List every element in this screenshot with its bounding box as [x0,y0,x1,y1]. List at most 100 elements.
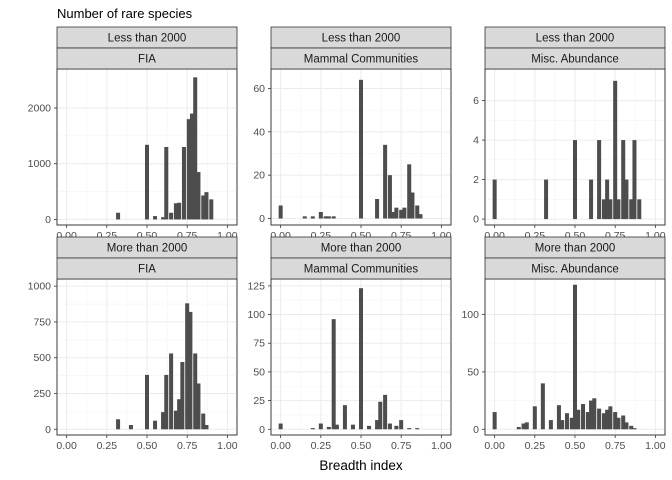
histogram-bar [177,399,182,430]
histogram-bar [196,383,201,430]
histogram-bar [415,428,420,430]
histogram-bar [387,423,392,430]
histogram-bar [621,140,626,220]
histogram-bar [201,195,206,220]
y-tick-label: 0 [473,214,479,226]
histogram-bar [326,426,331,430]
facet-strip-row-label: Less than 2000 [108,33,187,45]
facet-strip-col-label: Mammal Communities [304,54,419,66]
facet-panel: More than 2000 Mammal Communities 0 25 50 75 1… [247,236,452,452]
x-tick-label: 0.50 [565,440,586,452]
facet-strip-row-label: More than 2000 [321,243,402,255]
facet-strip-col [270,257,452,280]
y-tick-label: 2000 [28,103,52,115]
histogram-bar [144,144,150,220]
histogram-bar [358,79,364,219]
histogram-bar [153,420,158,430]
histogram-bar [608,199,613,220]
x-tick-label: 0.75 [177,440,198,452]
facet-strip-col-label: Misc. Abundance [531,264,619,276]
histogram-bar [548,420,553,430]
histogram-bar [116,212,121,220]
facet-strip-row-label: More than 2000 [107,243,188,255]
histogram-bar [605,179,610,220]
y-tick-label: 100 [247,309,265,321]
facet-strip-col-label: Misc. Abundance [531,54,619,66]
y-tick-label: 50 [467,366,479,378]
histogram-bar [177,202,182,220]
histogram-bar [378,401,383,430]
histogram-bar [169,212,174,220]
histogram-bar [278,205,283,219]
y-tick-label: 100 [461,309,479,321]
x-tick-label: 1.00 [431,440,452,452]
histogram-bar [407,164,412,219]
y-tick-label: 1000 [28,281,52,293]
histogram-bar [629,425,634,430]
histogram-bar [532,406,537,430]
histogram-bar [185,303,190,430]
histogram-bar [128,424,133,430]
x-axis-title: Breadth index [319,458,403,473]
y-tick-label: 75 [253,338,265,350]
histogram-bar [193,77,198,220]
histogram-bar [605,409,610,430]
histogram-bar [383,394,388,430]
histogram-bar [188,311,193,430]
histogram-bar [144,374,150,430]
histogram-bar [387,175,392,219]
histogram-bar [572,284,578,430]
histogram-bar [193,353,198,430]
histogram-bar [613,80,618,220]
histogram-bar [516,426,521,430]
y-tick-label: 0 [45,424,51,436]
histogram-bar [310,216,315,219]
histogram-bar [204,192,209,220]
x-tick-label: 0.00 [56,440,77,452]
facet-strip-col [484,47,666,70]
facet-strip-col-label: Mammal Communities [304,264,419,276]
histogram-bar [116,419,121,430]
histogram-bar [492,179,497,220]
histogram-bar [629,199,634,220]
y-tick-label: 0 [45,214,51,226]
facet-strip-col-label: FIA [138,54,156,66]
histogram-bar [173,203,178,220]
y-tick-label: 4 [473,135,479,147]
histogram-bar [572,140,578,220]
histogram-bar [621,415,626,430]
histogram-bar [350,424,355,430]
histogram-bar [624,179,629,220]
y-tick-label: 40 [253,126,265,138]
histogram-bar [375,420,380,430]
x-tick-label: 1.00 [645,440,666,452]
histogram-bar [342,405,347,430]
histogram-bar [310,428,315,430]
histogram-bar [164,147,169,220]
figure-title: Number of rare species [57,6,193,21]
histogram-bar [601,413,606,430]
histogram-bar [581,404,586,430]
facet-strip-col-label: FIA [138,264,156,276]
histogram-bar [153,216,158,220]
histogram-bar [367,425,372,430]
y-tick-label: 500 [33,352,51,364]
y-tick-label: 50 [253,366,265,378]
histogram-bar [394,425,399,430]
histogram-bar [632,428,637,430]
histogram-bar [521,423,526,430]
y-tick-label: 0 [259,424,265,436]
histogram-bar [383,144,388,219]
y-tick-label: 0 [259,213,265,225]
histogram-bar [326,216,331,219]
x-tick-label: 0.75 [391,440,412,452]
x-tick-label: 0.00 [270,440,291,452]
histogram-bar [564,413,569,430]
histogram-bar [632,140,637,220]
histogram-bar [556,405,561,430]
histogram-bar [161,217,166,220]
